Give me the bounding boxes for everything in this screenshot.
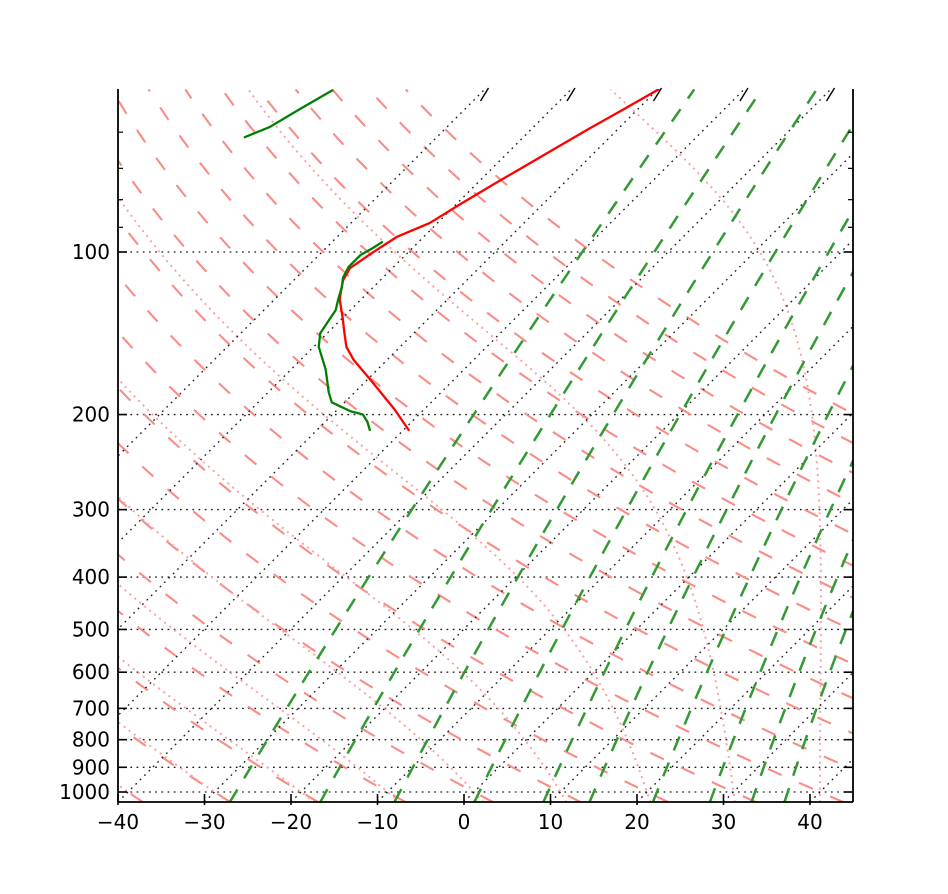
- moist-adiabat: [118, 195, 652, 802]
- moist-adiabat: [118, 495, 484, 802]
- temperature-axis-ticks: −40 −30 −20 −10 0 10 20 30 40: [97, 794, 823, 834]
- mixing-ratio-lines: [228, 89, 853, 802]
- isotherm: [377, 325, 853, 802]
- mixing-ratio-line: [542, 207, 853, 802]
- pressure-tick-label: 900: [72, 755, 110, 779]
- dry-adiabat-lines: [118, 89, 853, 802]
- isotherm: [809, 758, 853, 802]
- pressure-tick-label: 300: [72, 498, 110, 522]
- dry-adiabat: [118, 158, 853, 700]
- dry-adiabat: [118, 724, 232, 802]
- top-skewed-tick: [479, 87, 490, 102]
- top-skewed-tick: [652, 87, 663, 102]
- temperature-tick-label: 20: [624, 810, 649, 834]
- pressure-tick-label: 200: [72, 403, 110, 427]
- dry-adiabat: [118, 330, 845, 802]
- dry-adiabat: [118, 497, 582, 802]
- moist-adiabat: [247, 89, 736, 802]
- dry-adiabat: [118, 217, 853, 735]
- top-skewed-tick: [566, 87, 576, 102]
- temperature-tick-label: 40: [797, 810, 822, 834]
- dry-adiabat: [221, 89, 853, 567]
- pressure-gridlines: [118, 251, 853, 793]
- dry-adiabat: [184, 89, 853, 599]
- mixing-ratio-line: [228, 89, 696, 802]
- mixing-ratio-line: [588, 269, 853, 802]
- top-skewed-ticks: [479, 87, 836, 102]
- dry-adiabat: [257, 89, 853, 536]
- dry-adiabat: [118, 386, 757, 802]
- temperature-tick-label: −30: [183, 810, 225, 834]
- moist-adiabat-lines: [118, 89, 822, 802]
- isotherm: [118, 89, 486, 457]
- dry-adiabat: [118, 609, 407, 802]
- isotherm-lines: [118, 89, 853, 802]
- axes-frame: [117, 89, 854, 803]
- sounding-profiles: [243, 89, 660, 432]
- pressure-tick-label: 600: [72, 660, 110, 684]
- temperature-tick-label: 0: [458, 810, 471, 834]
- isotherm: [204, 152, 853, 802]
- isotherm: [118, 89, 832, 802]
- dry-adiabat: [118, 441, 670, 802]
- isotherm: [463, 412, 853, 802]
- dewpoint-stratospheric-segment-curve: [243, 89, 334, 139]
- dry-adiabat: [118, 274, 853, 771]
- temperature-tick-label: −20: [270, 810, 312, 834]
- top-skewed-tick: [739, 87, 749, 102]
- temperature-tick-label: 10: [538, 810, 563, 834]
- isotherm: [723, 671, 853, 802]
- mixing-ratio-line: [783, 607, 853, 802]
- dewpoint-curve: [317, 241, 384, 432]
- temperature-tick-label: −10: [356, 810, 398, 834]
- isotherm: [290, 239, 853, 802]
- pressure-tick-label: 800: [72, 728, 110, 752]
- pressure-tick-label: 100: [72, 240, 110, 264]
- moist-adiabat: [118, 720, 230, 802]
- dry-adiabat: [331, 89, 853, 475]
- pressure-tick-label: 400: [72, 565, 110, 589]
- dry-adiabat: [118, 97, 853, 666]
- moist-adiabat: [118, 655, 316, 802]
- isotherm: [636, 585, 853, 802]
- temperature-curve: [338, 89, 660, 432]
- temperature-tick-label: −40: [97, 810, 139, 834]
- pressure-tick-label: 500: [72, 617, 110, 641]
- dry-adiabat: [405, 89, 853, 415]
- isotherm: [118, 89, 659, 630]
- mixing-ratio-line: [473, 122, 853, 802]
- moist-adiabat: [118, 582, 401, 802]
- mixing-ratio-line: [750, 537, 853, 802]
- dry-adiabat: [368, 89, 853, 445]
- isotherm: [118, 89, 745, 717]
- moist-adiabat: [118, 377, 568, 802]
- dry-adiabat: [118, 666, 319, 802]
- temperature-tick-label: 30: [711, 810, 736, 834]
- pressure-tick-label: 1000: [59, 780, 110, 804]
- isotherm: [550, 498, 853, 802]
- top-skewed-tick: [825, 87, 836, 102]
- pressure-tick-label: 700: [72, 696, 110, 720]
- dry-adiabat: [294, 89, 853, 505]
